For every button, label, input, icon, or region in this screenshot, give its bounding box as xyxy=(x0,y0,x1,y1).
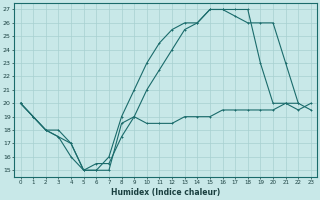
X-axis label: Humidex (Indice chaleur): Humidex (Indice chaleur) xyxy=(111,188,220,197)
